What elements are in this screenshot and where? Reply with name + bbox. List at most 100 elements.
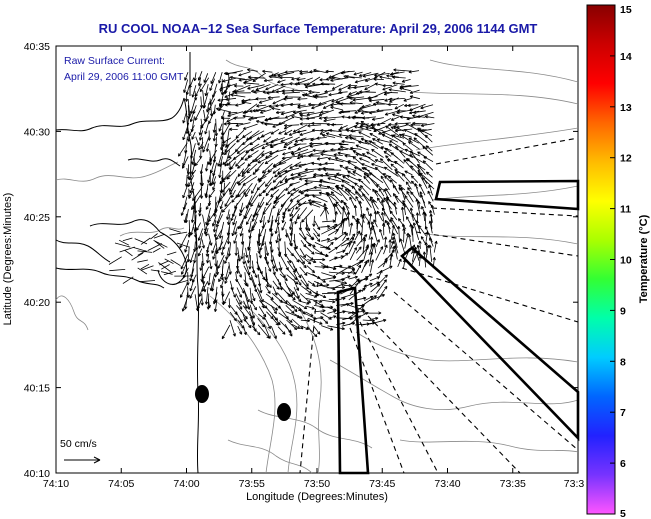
current-vector xyxy=(299,137,315,142)
current-vector xyxy=(181,261,188,275)
current-vector xyxy=(217,254,225,269)
current-vector xyxy=(234,226,238,235)
current-vector xyxy=(374,73,390,77)
current-vector xyxy=(277,326,286,335)
current-vector xyxy=(387,175,397,184)
current-vector xyxy=(299,130,315,136)
current-vector xyxy=(372,102,385,106)
current-vector xyxy=(184,72,189,81)
current-vector xyxy=(237,174,252,186)
current-vector xyxy=(313,185,328,190)
current-vector xyxy=(328,128,343,133)
current-vector xyxy=(204,84,209,97)
current-vector xyxy=(334,283,345,288)
current-vector xyxy=(305,222,311,232)
current-vector xyxy=(250,116,265,120)
colorbar-label: Temperature (°C) xyxy=(638,214,650,303)
current-vector xyxy=(137,259,148,263)
current-vector xyxy=(360,137,376,144)
x-tick-label: 74:00 xyxy=(173,478,199,490)
current-vector xyxy=(428,244,433,262)
current-vector xyxy=(194,105,203,121)
current-vector xyxy=(312,148,323,153)
current-vector xyxy=(221,201,232,213)
current-vector xyxy=(218,71,223,84)
current-vector xyxy=(222,77,237,83)
current-vector xyxy=(236,142,252,154)
current-vector xyxy=(347,189,356,196)
current-vector xyxy=(164,258,174,265)
current-vector xyxy=(259,235,265,251)
current-vector xyxy=(418,225,427,237)
current-vector xyxy=(375,239,380,248)
current-vector xyxy=(380,175,390,191)
current-vector xyxy=(284,129,293,135)
current-vector xyxy=(321,276,337,281)
current-vector xyxy=(415,212,420,223)
x-tick-label: 73:45 xyxy=(369,478,395,490)
current-vector xyxy=(403,159,414,171)
current-vector xyxy=(351,185,362,198)
current-vector xyxy=(305,115,321,120)
current-vector xyxy=(242,114,252,118)
current-vector xyxy=(205,200,211,210)
current-vector xyxy=(307,124,322,128)
current-vector xyxy=(137,267,148,275)
current-vector xyxy=(376,183,384,191)
current-vector xyxy=(257,266,266,281)
current-vector xyxy=(289,181,300,187)
current-vector xyxy=(397,225,401,243)
current-vector xyxy=(213,299,218,313)
current-vector xyxy=(390,163,398,170)
current-vector xyxy=(386,74,399,78)
current-vector xyxy=(178,142,188,157)
current-vector xyxy=(312,194,328,203)
current-vector xyxy=(202,92,209,109)
current-vector xyxy=(368,98,385,103)
current-vector xyxy=(349,101,363,105)
current-vector xyxy=(238,71,251,77)
current-vector xyxy=(318,183,335,189)
current-vector xyxy=(371,224,378,242)
current-vector xyxy=(354,230,361,241)
current-vector xyxy=(415,198,421,217)
current-vector xyxy=(381,207,391,223)
current-vector xyxy=(414,133,428,144)
current-vector xyxy=(353,125,372,132)
current-vector xyxy=(242,252,246,265)
current-vector xyxy=(303,83,313,87)
current-vector xyxy=(314,95,328,99)
current-vector xyxy=(194,157,202,167)
current-vector xyxy=(355,246,362,254)
current-vector xyxy=(225,70,243,76)
current-vector xyxy=(398,184,406,191)
current-vector xyxy=(325,69,334,74)
current-vector xyxy=(335,265,352,275)
current-vector xyxy=(270,128,280,135)
current-vector xyxy=(244,293,251,310)
current-vector xyxy=(190,221,195,236)
current-vector xyxy=(312,82,330,86)
current-vector xyxy=(300,274,309,287)
current-vector xyxy=(377,285,388,301)
current-vector xyxy=(356,220,360,235)
current-vector xyxy=(305,311,314,317)
current-vector xyxy=(223,143,236,156)
current-vector xyxy=(212,130,217,142)
current-vector xyxy=(372,199,379,210)
current-vector xyxy=(235,298,243,310)
current-vector xyxy=(375,246,384,261)
current-vector xyxy=(385,125,400,137)
current-vector xyxy=(275,110,285,115)
current-vector xyxy=(134,238,148,245)
current-vector xyxy=(229,320,236,337)
current-vector xyxy=(241,167,250,178)
current-vector xyxy=(392,75,406,79)
current-vector xyxy=(209,260,213,270)
current-vector xyxy=(428,184,433,196)
current-vector xyxy=(203,73,209,83)
current-vector xyxy=(285,254,292,264)
current-vector xyxy=(256,104,267,108)
current-vector xyxy=(354,276,369,286)
current-vector xyxy=(342,70,355,74)
